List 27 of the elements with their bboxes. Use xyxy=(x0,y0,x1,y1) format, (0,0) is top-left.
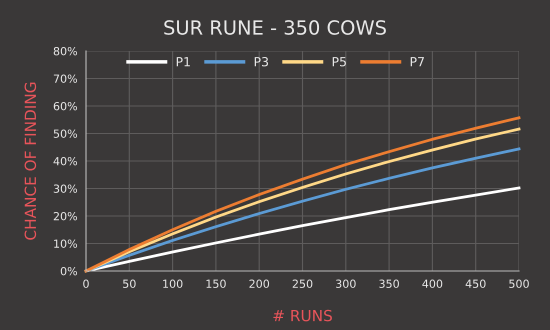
chart-title: SUR RUNE - 350 COWS xyxy=(164,20,386,35)
y-tick-label: 40% xyxy=(54,156,78,166)
y-tick-label: 20% xyxy=(54,212,78,220)
legend-label: P3 xyxy=(254,56,268,66)
y-tick-label: 0% xyxy=(60,266,78,276)
legend-label: P1 xyxy=(176,57,190,66)
x-tick-label: 500 xyxy=(509,280,529,288)
x-tick-label: 200 xyxy=(249,280,270,288)
x-tick-label: 450 xyxy=(466,280,486,288)
x-tick-label: 100 xyxy=(163,280,182,288)
legend-label: P7 xyxy=(410,57,424,66)
legend-label: P5 xyxy=(332,57,346,66)
y-axis-title: CHANCE OF FINDING xyxy=(24,82,36,240)
y-tick-label: 60% xyxy=(54,102,78,110)
y-tick-label: 30% xyxy=(54,184,78,193)
y-tick-label: 10% xyxy=(54,239,78,248)
y-tick-label: 70% xyxy=(54,74,78,83)
x-tick-label: 150 xyxy=(206,280,226,288)
x-axis-title: # RUNS xyxy=(273,310,332,322)
x-tick-label: 300 xyxy=(336,280,356,288)
x-tick-label: 400 xyxy=(422,280,442,288)
x-tick-label: 350 xyxy=(379,280,399,288)
x-tick-label: 250 xyxy=(292,280,312,288)
x-tick-label: 50 xyxy=(123,280,136,288)
y-tick-label: 50% xyxy=(54,129,78,138)
x-tick-label: 0 xyxy=(83,280,89,288)
y-tick-label: 80% xyxy=(54,46,78,56)
